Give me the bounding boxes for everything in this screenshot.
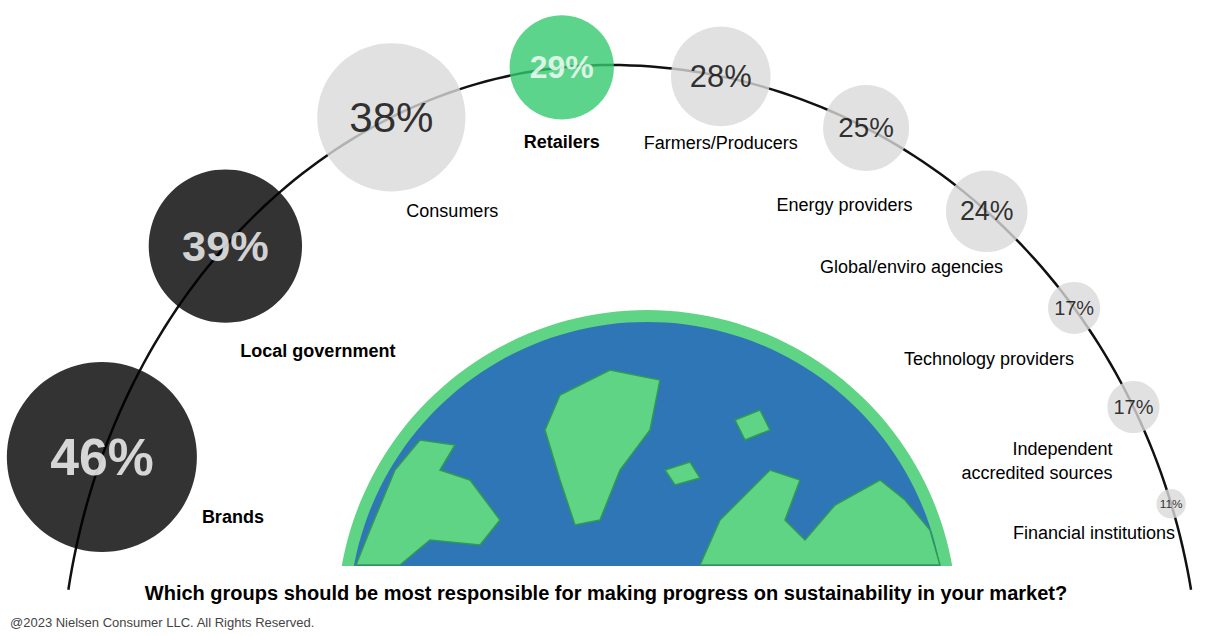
- svg-text:24%: 24%: [960, 196, 1014, 226]
- svg-text:29%: 29%: [530, 49, 594, 85]
- svg-text:Consumers: Consumers: [406, 201, 498, 221]
- svg-text:accredited sources: accredited sources: [962, 463, 1113, 483]
- svg-text:Financial institutions: Financial institutions: [1013, 523, 1175, 543]
- svg-text:11%: 11%: [1160, 497, 1183, 511]
- svg-text:Farmers/Producers: Farmers/Producers: [644, 133, 798, 153]
- svg-text:28%: 28%: [690, 59, 752, 94]
- svg-text:Which groups should be most re: Which groups should be most responsible …: [145, 582, 1067, 604]
- svg-text:38%: 38%: [349, 94, 433, 141]
- svg-text:Brands: Brands: [202, 507, 264, 527]
- svg-text:Retailers: Retailers: [524, 132, 600, 152]
- svg-text:17%: 17%: [1054, 297, 1094, 319]
- svg-text:Technology providers: Technology providers: [904, 349, 1074, 369]
- svg-text:Local government: Local government: [240, 341, 395, 361]
- svg-text:46%: 46%: [50, 428, 153, 486]
- svg-text:17%: 17%: [1113, 396, 1153, 418]
- svg-text:25%: 25%: [838, 112, 894, 143]
- svg-text:Independent: Independent: [1012, 439, 1112, 459]
- svg-text:Global/enviro agencies: Global/enviro agencies: [820, 257, 1003, 277]
- svg-text:39%: 39%: [182, 222, 269, 270]
- svg-text:@2023 Nielsen Consumer LLC. Al: @2023 Nielsen Consumer LLC. All Rights R…: [10, 615, 314, 630]
- svg-text:Energy providers: Energy providers: [777, 195, 913, 215]
